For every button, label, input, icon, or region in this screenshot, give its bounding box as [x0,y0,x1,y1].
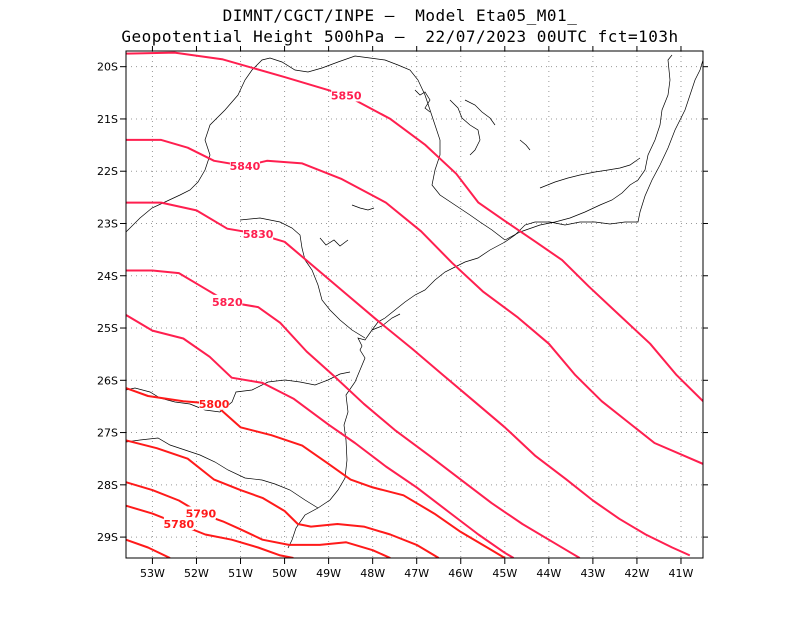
y-tick-label: 26S [97,374,118,387]
paranagua-bay [371,313,401,331]
contour-label-5820: 5820 [212,296,243,309]
map-frame [125,50,704,559]
contour-5770 [126,538,171,558]
contour-5790 [126,481,391,558]
contour-label-bg [185,506,216,520]
reservoir-5 [519,139,531,151]
border-minas-espirito-santo [539,157,641,189]
border-parana-north [239,217,366,339]
chart-title-line-2: Geopotential Height 500hPa – 22/07/2023 … [121,27,679,46]
y-tick-label: 29S [97,531,118,544]
contour-label-bg [212,294,243,308]
border-sao-paulo-parana [126,55,506,241]
contour-label-5830: 5830 [243,228,274,241]
x-tick-label: 41W [669,567,694,580]
contour-label-bg [331,88,362,102]
contour-5780 [126,504,294,558]
chart-title-line-1: DIMNT/CGCT/INPE – Model Eta05_M01_ [222,6,578,25]
y-tick-label: 25S [97,322,118,335]
height-contours [126,51,703,558]
reservoir-2 [464,99,496,126]
contour-5800 [126,439,440,558]
x-tick-label: 45W [492,567,517,580]
x-tick-label: 47W [404,567,429,580]
y-tick-label: 28S [97,479,118,492]
reservoir-4 [319,237,349,247]
y-tick-label: 21S [97,113,118,126]
contour-5840 [126,138,703,465]
x-tick-label: 49W [316,567,341,580]
x-tick-label: 53W [140,567,165,580]
axis-ticks: 53W 52W 51W 50W 49W 48W 47W 46W 45W 44W 43W 42W 41W 2… [97,46,708,580]
contour-5850 [126,51,703,402]
border-santa-catarina-rio-grande [126,437,319,509]
contour-5800 [126,387,506,558]
contour-label-bg [243,226,274,240]
border-minas-rio [504,54,673,241]
contour-5810 [126,314,515,558]
contour-label-5800: 5800 [199,398,230,411]
reservoir-3 [351,204,375,211]
contour-label-bg [229,158,260,172]
river-1 [414,89,431,113]
y-tick-label: 22S [97,165,118,178]
x-tick-label: 52W [184,567,209,580]
x-tick-label: 51W [228,567,253,580]
x-tick-label: 44W [536,567,561,580]
contour-5820 [126,269,581,558]
coastline [287,59,703,549]
y-tick-label: 27S [97,427,118,440]
x-tick-label: 50W [272,567,297,580]
x-tick-label: 43W [580,567,605,580]
x-tick-label: 46W [448,567,473,580]
reservoir-1 [449,99,481,156]
x-tick-label: 42W [624,567,649,580]
y-tick-label: 24S [97,270,118,283]
contour-5830 [126,201,691,557]
contour-label-5780: 5780 [164,518,195,531]
contour-label-bg [163,517,194,531]
coastline-and-state-borders [126,54,703,549]
contour-label-5840: 5840 [230,160,261,173]
y-tick-label: 23S [97,217,118,230]
y-tick-label: 20S [97,61,118,74]
x-tick-label: 48W [360,567,385,580]
contour-label-bg [199,396,230,410]
contour-label-5850: 5850 [331,89,362,102]
